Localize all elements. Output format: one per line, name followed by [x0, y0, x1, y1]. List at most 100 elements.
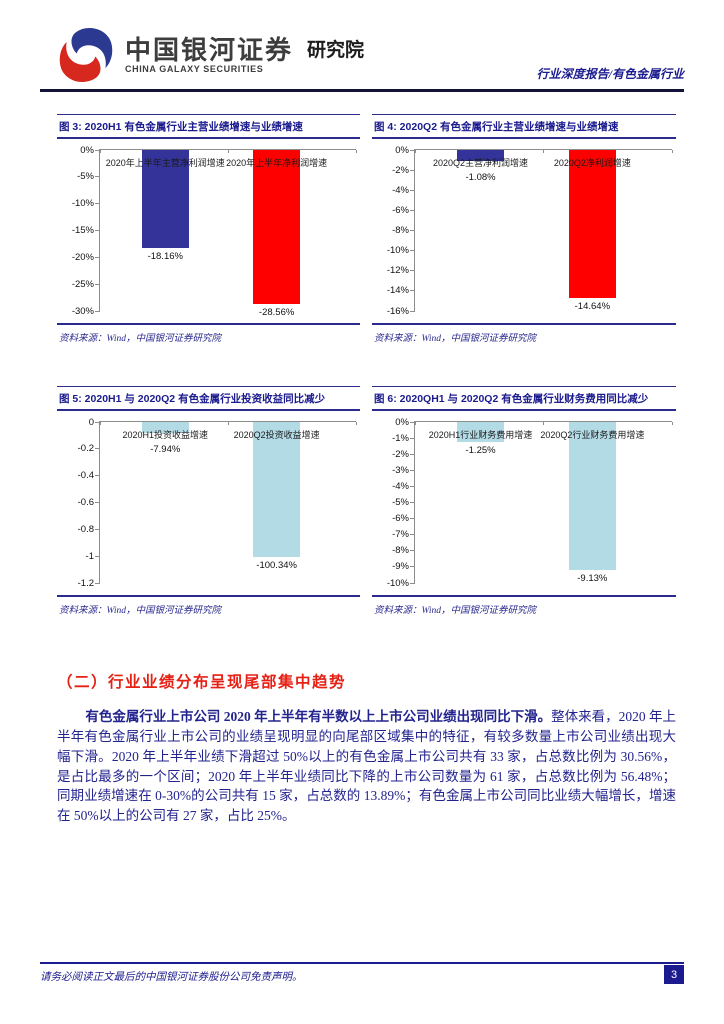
report-type-label: 行业深度报告/有色金属行业: [536, 67, 684, 81]
y-axis-tick-label: -6%: [392, 204, 409, 216]
y-axis-tick-mark: [410, 310, 415, 312]
figure-6-title: 图 6: 2020QH1 与 2020Q2 有色金属行业财务费用同比减少: [372, 386, 676, 411]
data-bar: [141, 422, 189, 433]
y-axis-tick-mark: [410, 230, 415, 231]
data-bar: [568, 422, 617, 570]
x-axis-tick-mark: [414, 422, 416, 425]
y-axis-tick-label: -12%: [386, 265, 409, 277]
figure-5-title: 图 5: 2020H1 与 2020Q2 有色金属行业投资收益同比减少: [57, 386, 360, 411]
figure-5-source: 资料来源：Wind，中国银河证券研究院: [57, 595, 360, 616]
y-axis-tick-mark: [410, 582, 415, 584]
y-axis-tick-label: -14%: [386, 285, 409, 297]
y-axis-tick-mark: [410, 169, 415, 171]
y-axis-tick-mark: [95, 528, 100, 530]
y-axis-tick-mark: [95, 149, 100, 151]
figure-4: 图 4: 2020Q2 有色金属行业主营业绩增速与业绩增速 0% -2% -4% -6…: [372, 114, 676, 344]
value-label: -100.34%: [256, 560, 297, 572]
y-axis-tick-mark: [410, 149, 415, 151]
y-axis-tick-label: -8%: [392, 545, 409, 557]
y-axis-tick-label: -10%: [71, 198, 94, 210]
value-label: -9.13%: [577, 572, 608, 584]
y-axis-tick-mark: [95, 421, 100, 423]
logo-english-name: CHINA GALAXY SECURITIES: [125, 64, 264, 75]
y-axis-tick-label: -6%: [392, 513, 409, 525]
y-axis-tick-label: -20%: [71, 251, 94, 263]
y-axis-tick-label: -2%: [392, 448, 409, 460]
y-axis-tick-label: -1%: [392, 432, 409, 444]
plot-area: 0% -5% -10% -15% -20% -25% -30% 2020年上半年主营净利润增速…: [72, 145, 357, 318]
y-axis-tick-label: -5%: [392, 497, 409, 508]
logo-chinese-name: 中国银河证券: [125, 34, 294, 65]
x-axis-tick-mark: [355, 150, 357, 153]
y-axis-tick-label: -1.2: [77, 577, 94, 589]
data-bar: [141, 150, 189, 249]
x-axis-tick-mark: [355, 422, 357, 425]
category-label: 2020年上半年净利润增速: [226, 158, 328, 168]
data-bar: [252, 150, 301, 305]
value-label: -14.64%: [574, 301, 611, 313]
y-axis-tick-mark: [410, 437, 415, 439]
y-axis-tick-mark: [410, 421, 415, 423]
logo-wordmark: 中国银河证券 CHINA GALAXY SECURITIES: [125, 36, 293, 75]
y-axis-tick-label: -4%: [392, 184, 409, 196]
y-axis-tick-label: 0%: [80, 144, 94, 156]
y-axis-tick-mark: [95, 176, 100, 178]
figure-4-title: 图 4: 2020Q2 有色金属行业主营业绩增速与业绩增速: [372, 114, 676, 139]
section-heading: （二）行业业绩分布呈现尾部集中趋势: [57, 674, 347, 691]
y-axis-tick-label: -8%: [392, 225, 409, 236]
y-axis-tick-label: -4%: [392, 480, 409, 492]
disclaimer-text: 请务必阅读正文最后的中国银河证券股份公司免责声明。: [40, 972, 303, 983]
y-axis-tick-mark: [95, 230, 100, 231]
page-number-badge: 3: [664, 965, 684, 984]
y-axis-tick-mark: [410, 566, 415, 568]
plot-area: 0 -0.2 -0.4 -0.6 -0.8 -1 -1.2 2020H1投资收益增速 -7.94…: [78, 417, 357, 589]
paragraph-lead-bold: 有色金属行业上市公司 2020 年上半年有半数以上上市公司业绩出现同比下滑。: [85, 709, 552, 724]
y-axis-tick-label: -10%: [386, 245, 409, 257]
y-axis-tick-mark: [95, 502, 100, 503]
y-axis-tick-label: -15%: [71, 225, 94, 236]
y-axis-tick-label: -1: [85, 550, 94, 562]
y-axis-tick-mark: [410, 550, 415, 552]
y-axis-tick-mark: [95, 448, 100, 450]
x-axis-tick-mark: [543, 422, 544, 425]
y-axis-tick-label: 0%: [395, 416, 409, 428]
y-axis-tick-mark: [410, 534, 415, 536]
plot-area: 0% -2% -4% -6% -8% -10% -12% -14% -16% 2020Q2主营净利…: [387, 145, 673, 317]
y-axis-tick-label: -0.2: [77, 443, 94, 455]
x-axis-tick-mark: [671, 150, 673, 153]
x-axis-tick-mark: [543, 150, 544, 153]
x-axis-tick-mark: [414, 150, 416, 153]
y-axis-tick-mark: [410, 250, 415, 252]
data-bar: [252, 422, 301, 558]
value-label: -28.56%: [258, 307, 295, 319]
y-axis-tick-mark: [95, 475, 100, 477]
category-label: 2020Q2净利润增速: [553, 158, 631, 168]
value-label: -7.94%: [150, 444, 181, 455]
data-bar: [568, 150, 617, 299]
x-axis-tick-mark: [227, 150, 229, 153]
plot-area: 0% -1% -2% -3% -4% -5% -6% -7% -8% -9% -10% 2020H1行…: [387, 417, 673, 589]
category-label: 2020Q2行业财务费用增速: [540, 430, 645, 440]
y-axis-tick-label: -16%: [386, 305, 409, 317]
body-paragraph: 有色金属行业上市公司 2020 年上半年有半数以上上市公司业绩出现同比下滑。整体…: [57, 707, 676, 826]
y-axis-tick-mark: [410, 485, 415, 487]
category-label: 2020Q2主营净利润增速: [433, 158, 529, 168]
y-axis-tick-label: 0: [88, 416, 94, 428]
figure-4-source: 资料来源：Wind，中国银河证券研究院: [372, 323, 676, 344]
y-axis-tick-label: -0.8: [77, 523, 94, 535]
y-axis-tick-label: -0.6: [77, 497, 94, 508]
y-axis-tick-mark: [410, 518, 415, 520]
page-header: 中国银河证券 CHINA GALAXY SECURITIES 研究院 行业深度报…: [55, 26, 684, 84]
figure-3-source: 资料来源：Wind，中国银河证券研究院: [57, 323, 360, 344]
y-axis-tick-label: -0.4: [77, 470, 94, 482]
figure-5: 图 5: 2020H1 与 2020Q2 有色金属行业投资收益同比减少 0 -0.…: [57, 386, 360, 616]
data-bar: [456, 422, 505, 443]
y-axis-tick-label: 0%: [395, 144, 409, 156]
category-label: 2020Q2投资收益增速: [233, 430, 320, 440]
figure-3-bar-chart: 0% -5% -10% -15% -20% -25% -30% 2020年上半年主营净利润增速…: [57, 139, 360, 321]
header-divider: [40, 89, 684, 92]
x-axis-tick-mark: [671, 422, 673, 425]
category-label: 2020年上半年主营净利润增速: [105, 158, 225, 168]
y-axis-tick-label: -5%: [77, 171, 94, 183]
y-axis-tick-mark: [95, 555, 100, 557]
